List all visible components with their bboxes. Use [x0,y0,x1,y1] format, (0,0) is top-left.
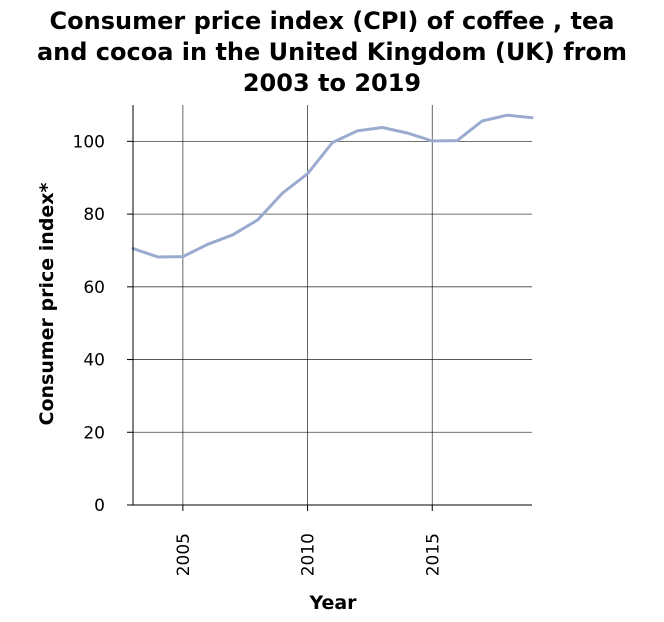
data-point [256,218,259,221]
data-point [281,192,284,195]
y-tick-label: 0 [94,496,105,516]
data-point [181,255,184,258]
data-point [231,233,234,236]
chart-title: Consumer price index (CPI) of coffee , t… [0,6,664,99]
x-axis-label: Year [308,592,357,614]
chart-title-line-2: and cocoa in the United Kingdom (UK) fro… [36,38,627,66]
data-point [331,141,334,144]
data-point [431,140,434,143]
y-tick-label: 100 [73,132,105,152]
y-tick-label: 60 [83,278,105,298]
data-point [156,256,159,259]
y-tick-label: 20 [83,423,105,443]
chart-title-line-1: Consumer price index (CPI) of coffee , t… [49,7,615,35]
data-point [206,243,209,246]
x-tick-label: 2010 [299,533,319,576]
grid-layer [133,105,532,506]
x-tick-label: 2015 [423,533,443,576]
axis-layer: 0 20 40 60 80 100 2005 2010 2015 [73,105,532,576]
data-point [306,172,309,175]
data-point [456,139,459,142]
data-point [481,120,484,123]
y-tick-label: 80 [83,205,105,225]
data-point [506,114,509,117]
series-layer [131,113,534,259]
x-tick-label: 2005 [174,533,194,576]
data-point [381,126,384,129]
data-point [356,129,359,132]
series-line [131,113,534,259]
y-axis-label: Consumer price index* [36,182,58,425]
data-point [531,116,534,119]
data-point [406,132,409,135]
y-tick-label: 40 [83,351,105,371]
chart-title-line-3: 2003 to 2019 [242,69,422,97]
